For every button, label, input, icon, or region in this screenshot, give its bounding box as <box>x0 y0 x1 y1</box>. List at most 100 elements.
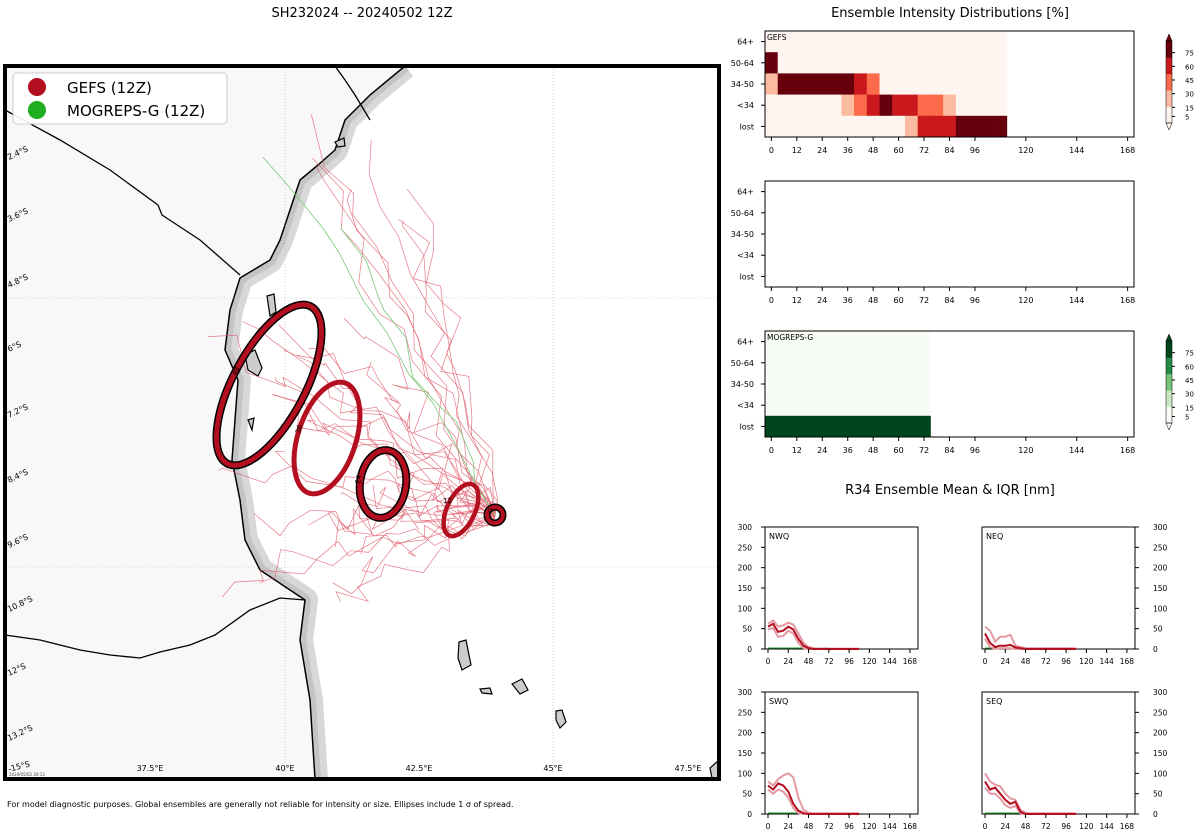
colorbar-tick-label: 75 <box>1185 350 1194 358</box>
border-kenya-tanzania <box>5 109 241 276</box>
r34-x-tick-label: 72 <box>1041 657 1051 666</box>
heat-cell <box>765 394 779 417</box>
heat-cell <box>892 94 906 117</box>
r34-y-tick-label: 100 <box>1153 604 1168 613</box>
heat-cell <box>930 115 944 138</box>
gefs-track-3 <box>308 348 496 516</box>
island-mayotte <box>555 709 567 730</box>
heat-cell <box>866 94 880 117</box>
intensity-row-label: lost <box>740 422 754 431</box>
r34-axes-frame <box>764 526 919 650</box>
colorbar-segment <box>1166 41 1172 58</box>
map-legend: GEFS (12Z) MOGREPS-G (12Z) <box>12 72 228 125</box>
colorbar-tick-label: 5 <box>1185 413 1189 421</box>
r34-quadrant-label: SEQ <box>986 697 1002 706</box>
r34-axes-frame <box>764 691 919 815</box>
r34-x-tick-label: 0 <box>766 822 771 831</box>
r34-y-tick-label: 50 <box>1153 790 1163 799</box>
r34-x-tick-label: 168 <box>1120 657 1135 666</box>
gefs-track-12 <box>343 317 498 516</box>
intensity-x-tick-label: 36 <box>843 446 853 455</box>
intensity-x-tick-label: 12 <box>792 296 802 305</box>
intensity-row-label: <34 <box>737 101 754 110</box>
intensity-row-label: 34-50 <box>731 230 754 239</box>
heat-cell <box>790 331 804 353</box>
heat-cell <box>904 31 919 53</box>
heat-cell <box>790 415 804 438</box>
r34-y-tick-label: 250 <box>738 708 753 717</box>
r34-x-tick-label: 24 <box>1001 822 1011 831</box>
island-lamu <box>334 137 346 148</box>
border-tanzania-mozambique <box>5 597 306 659</box>
heat-cell <box>930 94 944 117</box>
heat-cell <box>815 331 830 353</box>
r34-y-tick-label: 150 <box>738 749 753 758</box>
heat-cell <box>777 73 791 95</box>
intensity-x-tick-label: 48 <box>868 146 878 155</box>
track-map: 0 12 24 36 48 2.4°S 3.6°S 4.8°S 6°S 7.2°… <box>3 64 721 781</box>
heat-cell <box>815 352 830 374</box>
heat-cell <box>841 394 855 417</box>
heat-cell <box>777 415 791 438</box>
heat-cell <box>904 394 919 417</box>
heat-cell <box>803 73 817 95</box>
heat-cell <box>904 331 919 353</box>
r34-y-tick-label: 250 <box>738 543 753 552</box>
heat-cell <box>854 115 868 138</box>
heat-cell <box>841 373 855 395</box>
r34-panel-nwq: NWQ 0 50 100 150 200 250 300 0 24 48 72 96 120 144 168 <box>738 523 919 666</box>
heat-cell <box>765 352 779 374</box>
colorbar-segment <box>1166 106 1172 124</box>
legend-label-gefs: GEFS (12Z) <box>67 79 152 97</box>
intensity-x-tick-label: 72 <box>919 446 929 455</box>
heat-cell <box>981 94 995 117</box>
heat-cell <box>777 52 791 74</box>
colorbar-top-arrow <box>1165 333 1173 342</box>
mogreps-track-0 <box>262 156 496 516</box>
ellipse-label-36: 36 <box>294 423 304 434</box>
colorbar-frame <box>1165 340 1173 424</box>
heat-cell <box>815 115 830 138</box>
r34-x-tick-label: 96 <box>844 657 854 666</box>
intensity-x-tick-label: 96 <box>970 146 980 155</box>
colorbar-segment <box>1166 90 1172 107</box>
heat-cell <box>828 373 842 395</box>
gefs-track-0 <box>222 510 496 598</box>
heat-cell <box>777 115 791 138</box>
heat-cell <box>917 115 931 138</box>
heat-cell <box>994 31 1008 53</box>
lon-label-37-5: 37.5°E <box>137 764 164 773</box>
heat-cell <box>917 31 931 53</box>
gefs-track-4 <box>332 514 496 595</box>
border-kenya-somalia <box>334 66 371 121</box>
heat-cell <box>790 352 804 374</box>
heat-cell <box>904 52 919 74</box>
heat-cell <box>841 331 855 353</box>
intensity-x-tick-label: 84 <box>944 146 954 155</box>
colorbar-segment <box>1166 390 1172 407</box>
r34-y-tick-label: 50 <box>742 625 752 634</box>
ellipse-36h <box>291 379 363 497</box>
island-moheli <box>479 687 493 695</box>
heat-cell <box>790 94 804 117</box>
intensity-panel-label: GEFS <box>767 33 787 42</box>
heat-cell <box>981 115 995 138</box>
intensity-x-tick-label: 120 <box>1018 296 1033 305</box>
colorbar-tick-label: 15 <box>1185 104 1194 112</box>
heat-cell <box>917 94 931 117</box>
intensity-x-tick-label: 144 <box>1069 146 1084 155</box>
r34-gefs-mean <box>767 622 860 650</box>
r34-y-tick-label: 200 <box>738 564 753 573</box>
gefs-track-14 <box>272 393 496 516</box>
heat-cell <box>803 31 817 53</box>
heat-cell <box>904 94 919 117</box>
heat-cell <box>879 94 893 117</box>
intensity-x-tick-label: 84 <box>944 446 954 455</box>
heat-cell <box>803 394 817 417</box>
r34-x-tick-label: 120 <box>862 822 877 831</box>
heat-cell <box>803 94 817 117</box>
colorbar-segment <box>1166 373 1172 391</box>
ellipse-label-12: 12 <box>443 497 452 505</box>
intensity-x-tick-label: 12 <box>792 146 802 155</box>
